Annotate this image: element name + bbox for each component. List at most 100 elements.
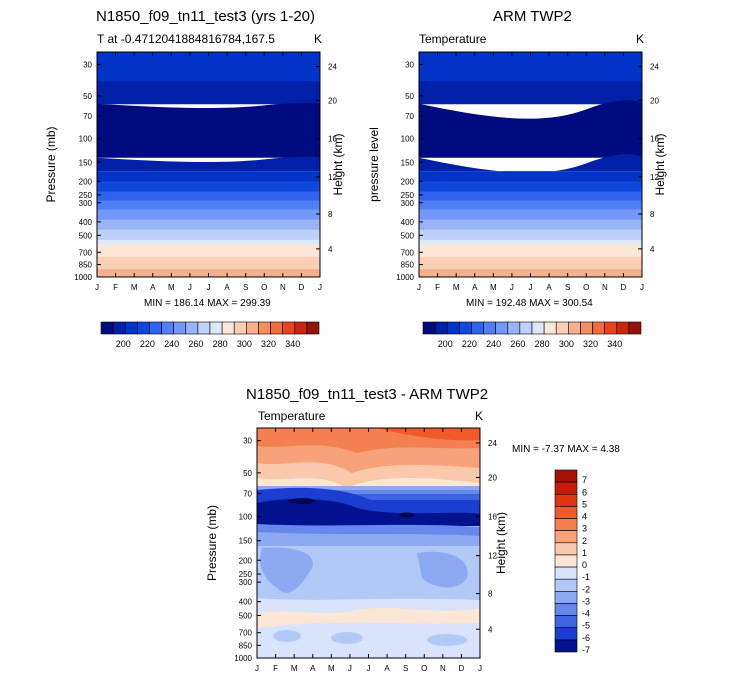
panel1-contour-band [97,229,320,241]
panel3-contour-fills [257,428,480,658]
panel2-y-axis-label: pressure level [367,127,381,202]
panel2-y-tick-label: 700 [401,248,415,257]
panel2-contour-band [419,154,642,173]
panel1-x-tick-label: J [207,283,211,292]
panel1-contour-band [97,239,320,245]
panel2-contour-band [419,256,642,270]
panel2-contour-band [419,100,642,158]
panel3-y-right-tick-label: 4 [488,625,493,634]
panel2-colorbar-label: 200 [438,339,453,349]
panel1-colorbar-box [306,321,320,335]
panel3-colorbar-box [554,481,578,495]
panel2-colorbar-box [446,321,460,335]
panel2-title: ARM TWP2 [493,8,572,25]
panel3-y-right-tick-label: 8 [488,590,493,599]
panel2-colorbar-box [495,321,509,335]
panel2-y-tick-label: 150 [401,158,415,167]
panel1-y-right-tick-label: 12 [328,173,337,182]
panel1-colorbar-box [246,321,259,335]
panel3-contour-band [257,607,480,628]
panel3-x-tick-label: D [459,664,465,673]
panel3-contour-band [260,547,313,593]
panel2-x-tick-label: O [583,283,589,292]
panel3-minmax: MIN = -7.37 MAX = 4.38 [512,444,620,455]
panel3-colorbar-box [554,591,578,604]
panel2-subtitle: Temperature [419,32,487,46]
panel3-x-tick-label: F [273,664,278,673]
panel3-colorbar-label: 5 [582,499,587,509]
panel2-colorbar-box [531,321,545,335]
panel3-contour-min [288,498,316,504]
panel1-y-right-tick-label: 8 [328,210,333,219]
panel2-y-tick-label: 100 [401,135,415,144]
panel1-x-tick-label: F [113,283,118,292]
panel2-colorbar-box [580,321,593,335]
panel2-y-tick-label: 400 [401,218,415,227]
panel1-y-tick-label: 100 [79,135,93,144]
panel2-y-right-tick-label: 16 [650,135,659,144]
panel1-colorbar-label: 240 [164,339,179,349]
panel1-colorbar-label: 280 [213,339,228,349]
panel2-colorbar-box [422,321,436,335]
panel3-colorbar-label: -2 [582,584,590,594]
panel1-x-tick-label: S [243,283,248,292]
panel1-y-tick-label: 200 [79,177,93,186]
panel2-y-right-tick-label: 20 [650,96,659,105]
panel1-contour-band [97,256,320,270]
panel3-contour-band [273,630,301,642]
panel2-contour-band [419,239,642,245]
panel3-colorbar-box [554,518,578,531]
panel2-x-tick-label: D [621,283,627,292]
panel3-colorbar-box [554,493,578,507]
panel2-contour-band [419,229,642,241]
panel2-colorbar-box [519,321,533,335]
panel2-contour-band [419,200,642,210]
panel1-contour-band [97,52,320,82]
panel1-title: N1850_f09_tn11_test3 (yrs 1-20) [96,8,316,25]
panel1-x-tick-label: J [318,283,322,292]
panel1-x-tick-label: O [261,283,267,292]
panel2-y-tick-label: 850 [401,261,415,270]
panel1-x-tick-label: D [299,283,305,292]
panel2-x-tick-label: J [417,283,421,292]
panel2-minmax: MIN = 192.48 MAX = 300.54 [466,298,593,309]
panel3-colorbar-label: -3 [582,596,590,606]
panel3-y-tick-label: 70 [243,490,252,499]
panel2-colorbar-label: 340 [607,339,622,349]
panel1-x-tick-label: A [150,283,156,292]
panel2-units: K [636,32,645,46]
panel3-y-tick-label: 400 [239,598,253,607]
panel2-contour-band [419,181,642,192]
panel3-x-tick-label: A [384,664,390,673]
panel2-x-tick-label: J [640,283,644,292]
panel1-x-tick-label: A [224,283,230,292]
panel2-colorbar-label: 320 [583,339,598,349]
panel1-contour-band [97,156,320,172]
panel3-x-tick-label: O [421,664,427,673]
panel2-contour-band [419,52,642,82]
panel3-y-right-tick-label: 12 [488,552,497,561]
panel3-y-tick-label: 850 [239,641,253,650]
panel2-colorbar-label: 300 [559,339,574,349]
panel2-colorbar-box [628,321,642,335]
panel1-colorbar-box [294,321,308,335]
panel1-x-tick-label: J [95,283,99,292]
panel2-colorbar-label: 280 [535,339,550,349]
panel1-x-tick-label: N [280,283,286,292]
panel3-y-tick-label: 50 [243,469,252,478]
panel1-colorbar-label: 320 [261,339,276,349]
panel3-contour-band [257,598,480,658]
panel2-colorbar-box [592,321,605,335]
panel1-contour-band [97,219,320,231]
panel3-y-tick-label: 30 [243,437,252,446]
panel1-colorbar-box [100,321,114,335]
panel2-colorbar-label: 240 [486,339,501,349]
panel3-colorbar-box [554,554,578,568]
panel2-y-right-tick-label: 24 [650,63,659,72]
panel2-colorbar-box [604,321,618,335]
panel3-colorbar-label: 6 [582,487,587,497]
panel1-colorbar-box [149,321,162,335]
panel1-units: K [314,32,323,46]
panel1-contour-band [97,81,320,105]
